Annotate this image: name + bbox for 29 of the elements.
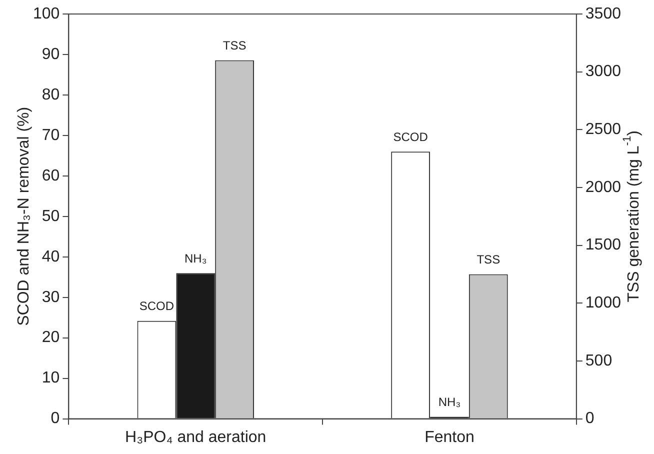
y-tick-label: 60: [42, 167, 60, 184]
x-tick-label: H₃PO₄ and aeration: [125, 428, 266, 446]
y-tick-label: 30: [42, 288, 60, 306]
y2-axis-title: TSS generation (mg L-1): [622, 130, 642, 302]
series-label: TSS: [222, 38, 246, 53]
y-axis-title: SCOD and NH₃-N removal (%): [15, 106, 32, 326]
y-tick-label: 0: [50, 410, 60, 428]
y2-tick-label: 500: [585, 352, 612, 370]
y-tick-label: 10: [42, 370, 60, 387]
y2-tick-label: 3500: [585, 5, 622, 22]
y-tick-label: 80: [42, 86, 60, 104]
series-label: NH₃: [438, 395, 461, 410]
y-tick-label: 90: [42, 46, 60, 63]
y2-tick-label: 3000: [585, 63, 622, 80]
y-tick-label: 40: [42, 248, 60, 266]
y2-tick-label: 2500: [585, 121, 622, 138]
y-tick-label: 50: [42, 208, 60, 225]
y-tick-label: 70: [42, 126, 60, 144]
y2-tick-label: 0: [585, 410, 594, 428]
text: SCOD: [139, 299, 174, 314]
text: NH₃: [184, 251, 207, 266]
series-label: SCOD: [393, 130, 428, 144]
y2-tick-label: 1000: [585, 294, 622, 312]
y2-tick-label: 1500: [585, 236, 622, 254]
y-tick-label: 20: [42, 329, 60, 346]
text: TSS: [476, 252, 500, 267]
y-tick-label: 100: [32, 5, 60, 22]
x-tick-label: Fenton: [424, 428, 474, 446]
y2-tick-label: 2000: [585, 178, 622, 196]
